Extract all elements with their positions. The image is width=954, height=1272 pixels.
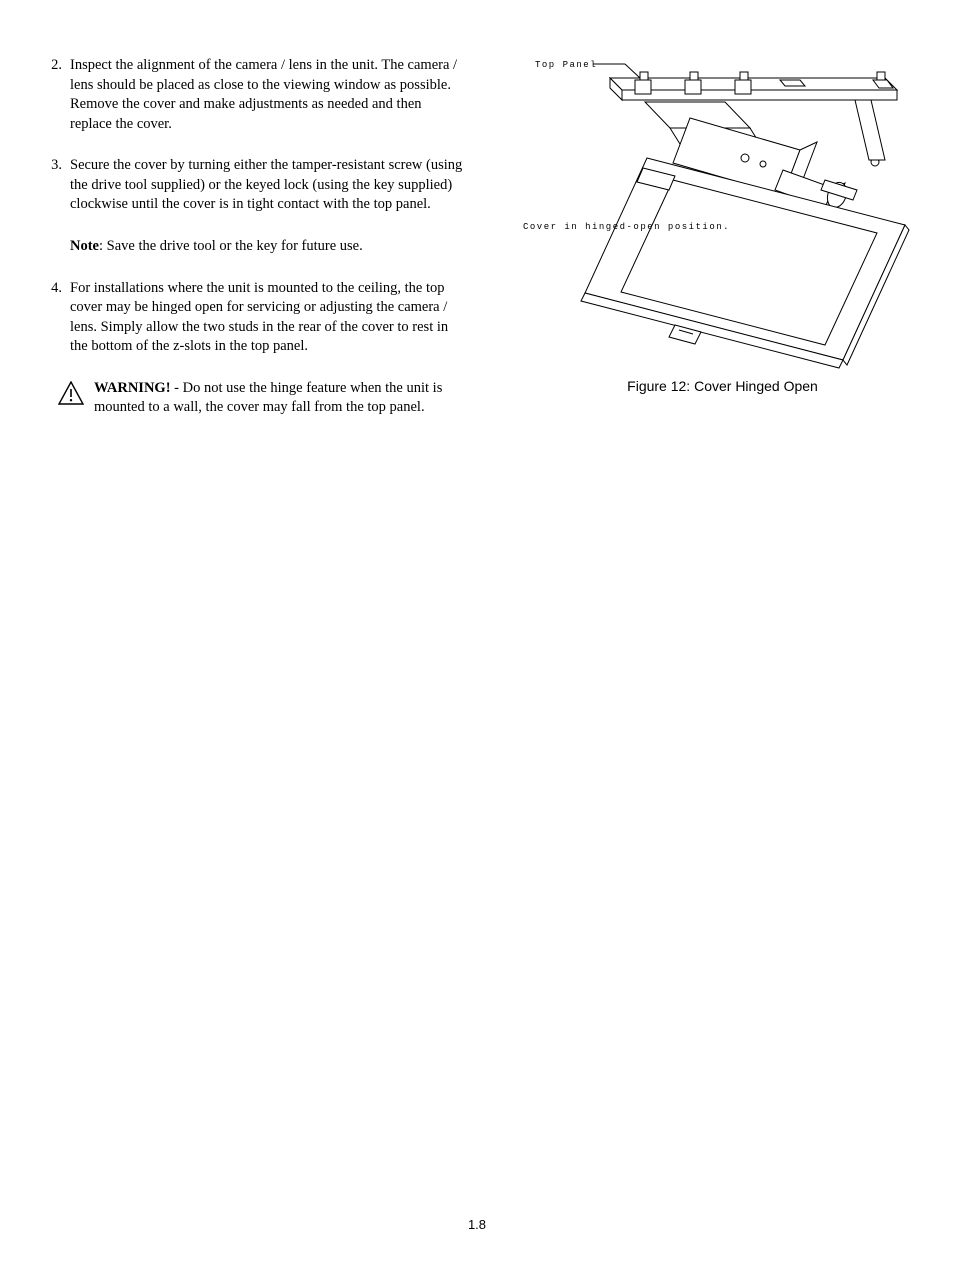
document-page: 2. Inspect the alignment of the camera /… bbox=[0, 0, 954, 1272]
list-number: 2. bbox=[44, 56, 70, 134]
figure-caption: Figure 12: Cover Hinged Open bbox=[525, 378, 920, 394]
warning-text: WARNING! - Do not use the hinge feature … bbox=[86, 379, 466, 418]
page-number: 1.8 bbox=[0, 1217, 954, 1232]
warning-block: WARNING! - Do not use the hinge feature … bbox=[44, 379, 466, 418]
list-body: For installations where the unit is moun… bbox=[70, 279, 466, 357]
list-body: Inspect the alignment of the camera / le… bbox=[70, 56, 466, 134]
list-item-4: 4. For installations where the unit is m… bbox=[44, 279, 466, 357]
warning-icon-wrap bbox=[44, 379, 86, 418]
left-column: 2. Inspect the alignment of the camera /… bbox=[44, 56, 466, 418]
list-item-2: 2. Inspect the alignment of the camera /… bbox=[44, 56, 466, 134]
figure-label-top-panel: Top Panel bbox=[535, 60, 597, 70]
warning-bold: WARNING! bbox=[94, 380, 171, 396]
list-item-3: 3. Secure the cover by turning either th… bbox=[44, 156, 466, 215]
list-body: Secure the cover by turning either the t… bbox=[70, 156, 466, 215]
list-number: 4. bbox=[44, 279, 70, 357]
list-number: 3. bbox=[44, 156, 70, 215]
note-line: Note: Save the drive tool or the key for… bbox=[70, 237, 466, 257]
figure-wrap: Top Panel Cover in hinged-open position. bbox=[525, 50, 920, 370]
figure-diagram bbox=[525, 50, 920, 370]
warning-icon bbox=[58, 381, 84, 405]
figure-label-cover: Cover in hinged-open position. bbox=[523, 222, 730, 232]
right-column: Top Panel Cover in hinged-open position. bbox=[525, 50, 920, 394]
note-rest: : Save the drive tool or the key for fut… bbox=[99, 238, 363, 254]
note-bold: Note bbox=[70, 238, 99, 254]
